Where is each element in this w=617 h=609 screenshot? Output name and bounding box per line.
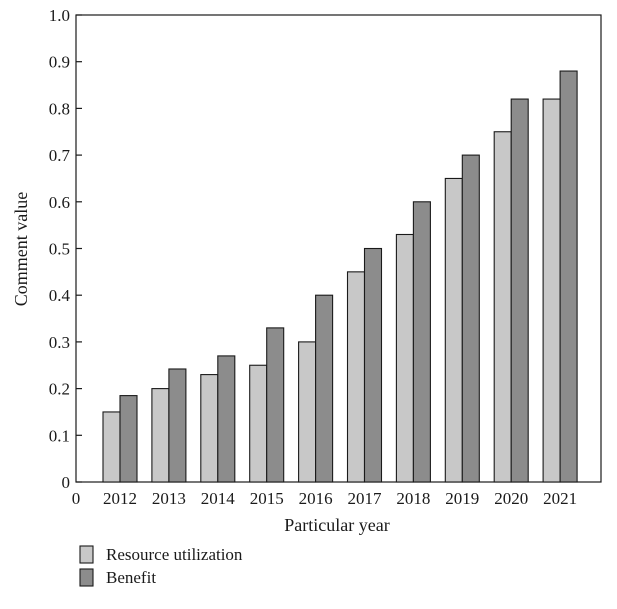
y-tick-label: 0 — [62, 473, 71, 492]
bar-resource-utilization-2018 — [395, 233, 414, 483]
x-tick-label: 2014 — [201, 489, 236, 508]
bar-benefit-2021 — [559, 70, 578, 483]
y-tick-label: 0.1 — [49, 426, 70, 445]
bar-benefit-2014 — [217, 355, 236, 483]
y-tick-label: 0.4 — [49, 286, 71, 305]
bar-resource-utilization-2020 — [493, 131, 512, 483]
x-axis-title: Particular year — [284, 515, 389, 535]
bar-benefit-2012 — [119, 395, 138, 483]
bar-resource-utilization-2019 — [444, 177, 463, 483]
bar-benefit-2017 — [363, 247, 383, 483]
bar-resource-utilization-2014 — [200, 374, 219, 483]
bar-resource-utilization-2012 — [102, 411, 121, 483]
y-axis-title: Comment value — [11, 192, 31, 306]
y-tick-label: 0.5 — [49, 240, 70, 259]
legend: Resource utilization Benefit — [79, 545, 243, 587]
legend-label: Resource utilization — [106, 545, 243, 564]
y-tick-label: 1.0 — [49, 6, 70, 25]
bar-resource-utilization-2021 — [542, 98, 561, 483]
x-tick-label: 2013 — [152, 489, 186, 508]
y-tick-label: 0.9 — [49, 53, 70, 72]
bar-resource-utilization-2017 — [346, 271, 366, 483]
bar-benefit-2013 — [168, 368, 187, 483]
x-tick-label: 2016 — [299, 489, 333, 508]
x-tick-label: 2012 — [103, 489, 137, 508]
bar-benefit-2019 — [461, 154, 480, 483]
bar-resource-utilization-2015 — [249, 364, 268, 483]
y-tick-label: 0.2 — [49, 380, 70, 399]
x-tick-label: 2017 — [348, 489, 383, 508]
bar-benefit-2018 — [412, 201, 431, 483]
bar-resource-utilization-2016 — [298, 341, 317, 483]
legend-swatch — [79, 568, 94, 587]
bar-benefit-2016 — [315, 294, 334, 483]
legend-label: Benefit — [106, 568, 156, 587]
bar-benefit-2020 — [510, 98, 529, 483]
legend-swatch — [79, 545, 94, 564]
bar-resource-utilization-2013 — [151, 388, 170, 483]
x-tick-label: 2015 — [250, 489, 284, 508]
x-tick-label: 2021 — [543, 489, 577, 508]
y-tick-label: 0.3 — [49, 333, 70, 352]
x-tick-label: 2020 — [494, 489, 528, 508]
y-tick-label: 0.7 — [49, 146, 71, 165]
y-tick-label: 0.6 — [49, 193, 70, 212]
x-tick-label: 2018 — [396, 489, 430, 508]
x-origin-label: 0 — [72, 489, 81, 508]
plot-area: 0 0.1 0.2 0.3 0.4 0.5 0.6 0.7 0.8 0.9 1.0 0 2012 2013… — [49, 6, 602, 508]
x-tick-label: 2019 — [445, 489, 479, 508]
bar-benefit-2015 — [266, 327, 285, 483]
y-tick-label: 0.8 — [49, 99, 70, 118]
